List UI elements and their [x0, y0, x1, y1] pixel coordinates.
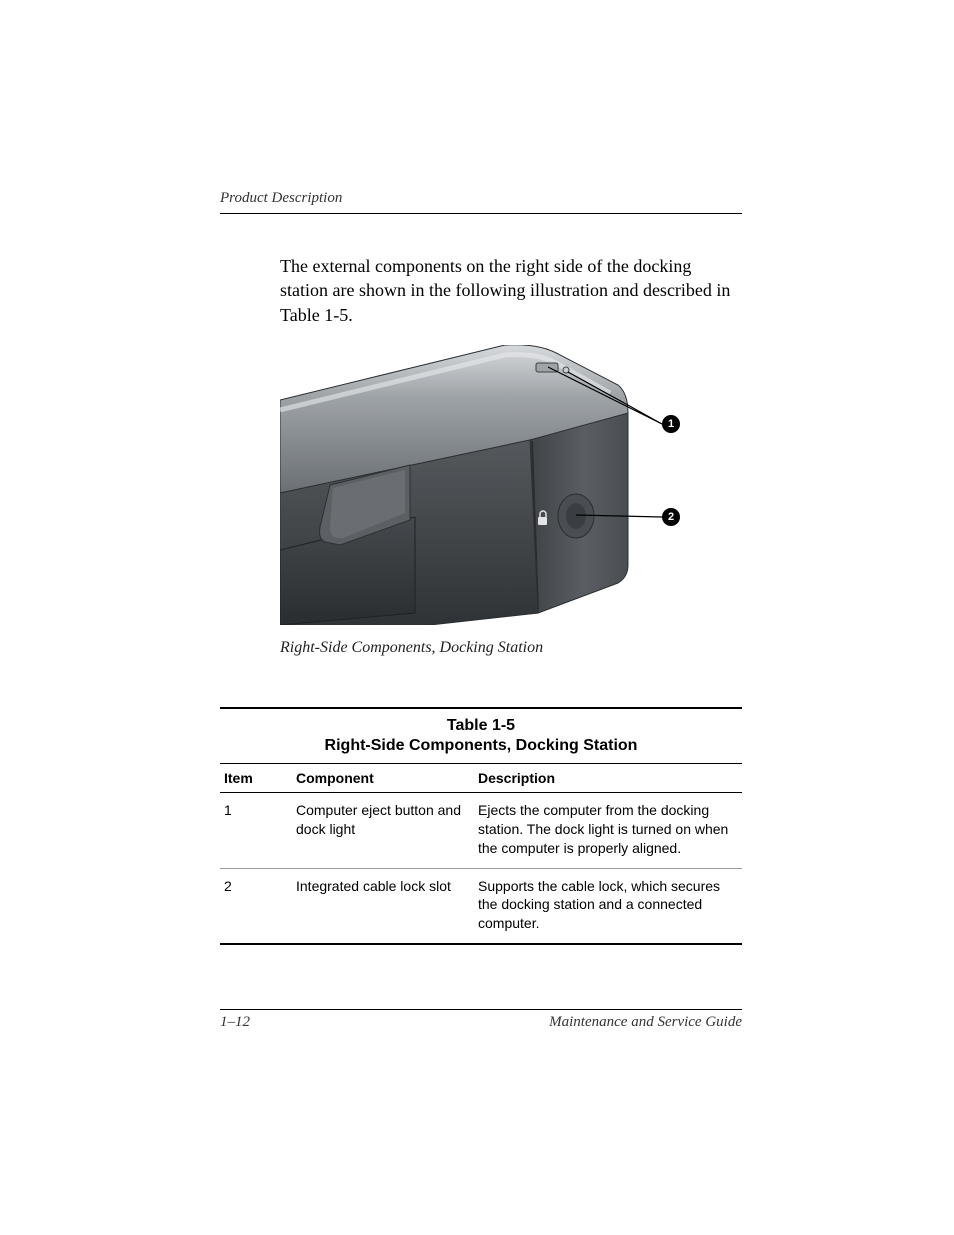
col-header-component: Component: [292, 763, 474, 792]
callout-badge: 2: [662, 508, 680, 526]
cell-item: 1: [220, 792, 292, 868]
cell-description: Supports the cable lock, which secures t…: [474, 868, 742, 944]
guide-title: Maintenance and Service Guide: [549, 1014, 742, 1031]
table-title: Right-Side Components, Docking Station: [220, 737, 742, 755]
callout-badge: 1: [662, 415, 680, 433]
col-header-item: Item: [220, 763, 292, 792]
cell-component: Integrated cable lock slot: [292, 868, 474, 944]
cell-component: Computer eject button and dock light: [292, 792, 474, 868]
cell-description: Ejects the computer from the docking sta…: [474, 792, 742, 868]
section-header: Product Description: [220, 190, 742, 207]
footer-rule: [220, 1009, 742, 1010]
intro-paragraph: The external components on the right sid…: [280, 254, 742, 327]
components-table: Item Component Description 1Computer eje…: [220, 763, 742, 945]
docking-station-illustration: 12: [280, 345, 680, 625]
page-number: 1–12: [220, 1014, 250, 1031]
components-table-block: Table 1-5 Right-Side Components, Docking…: [220, 707, 742, 945]
table-row: 2Integrated cable lock slotSupports the …: [220, 868, 742, 944]
table-number: Table 1-5: [220, 717, 742, 735]
header-rule: [220, 213, 742, 214]
table-row: 1Computer eject button and dock lightEje…: [220, 792, 742, 868]
cell-item: 2: [220, 868, 292, 944]
page-footer: 1–12 Maintenance and Service Guide: [220, 1001, 742, 1031]
col-header-description: Description: [474, 763, 742, 792]
illustration-caption: Right-Side Components, Docking Station: [280, 639, 742, 657]
